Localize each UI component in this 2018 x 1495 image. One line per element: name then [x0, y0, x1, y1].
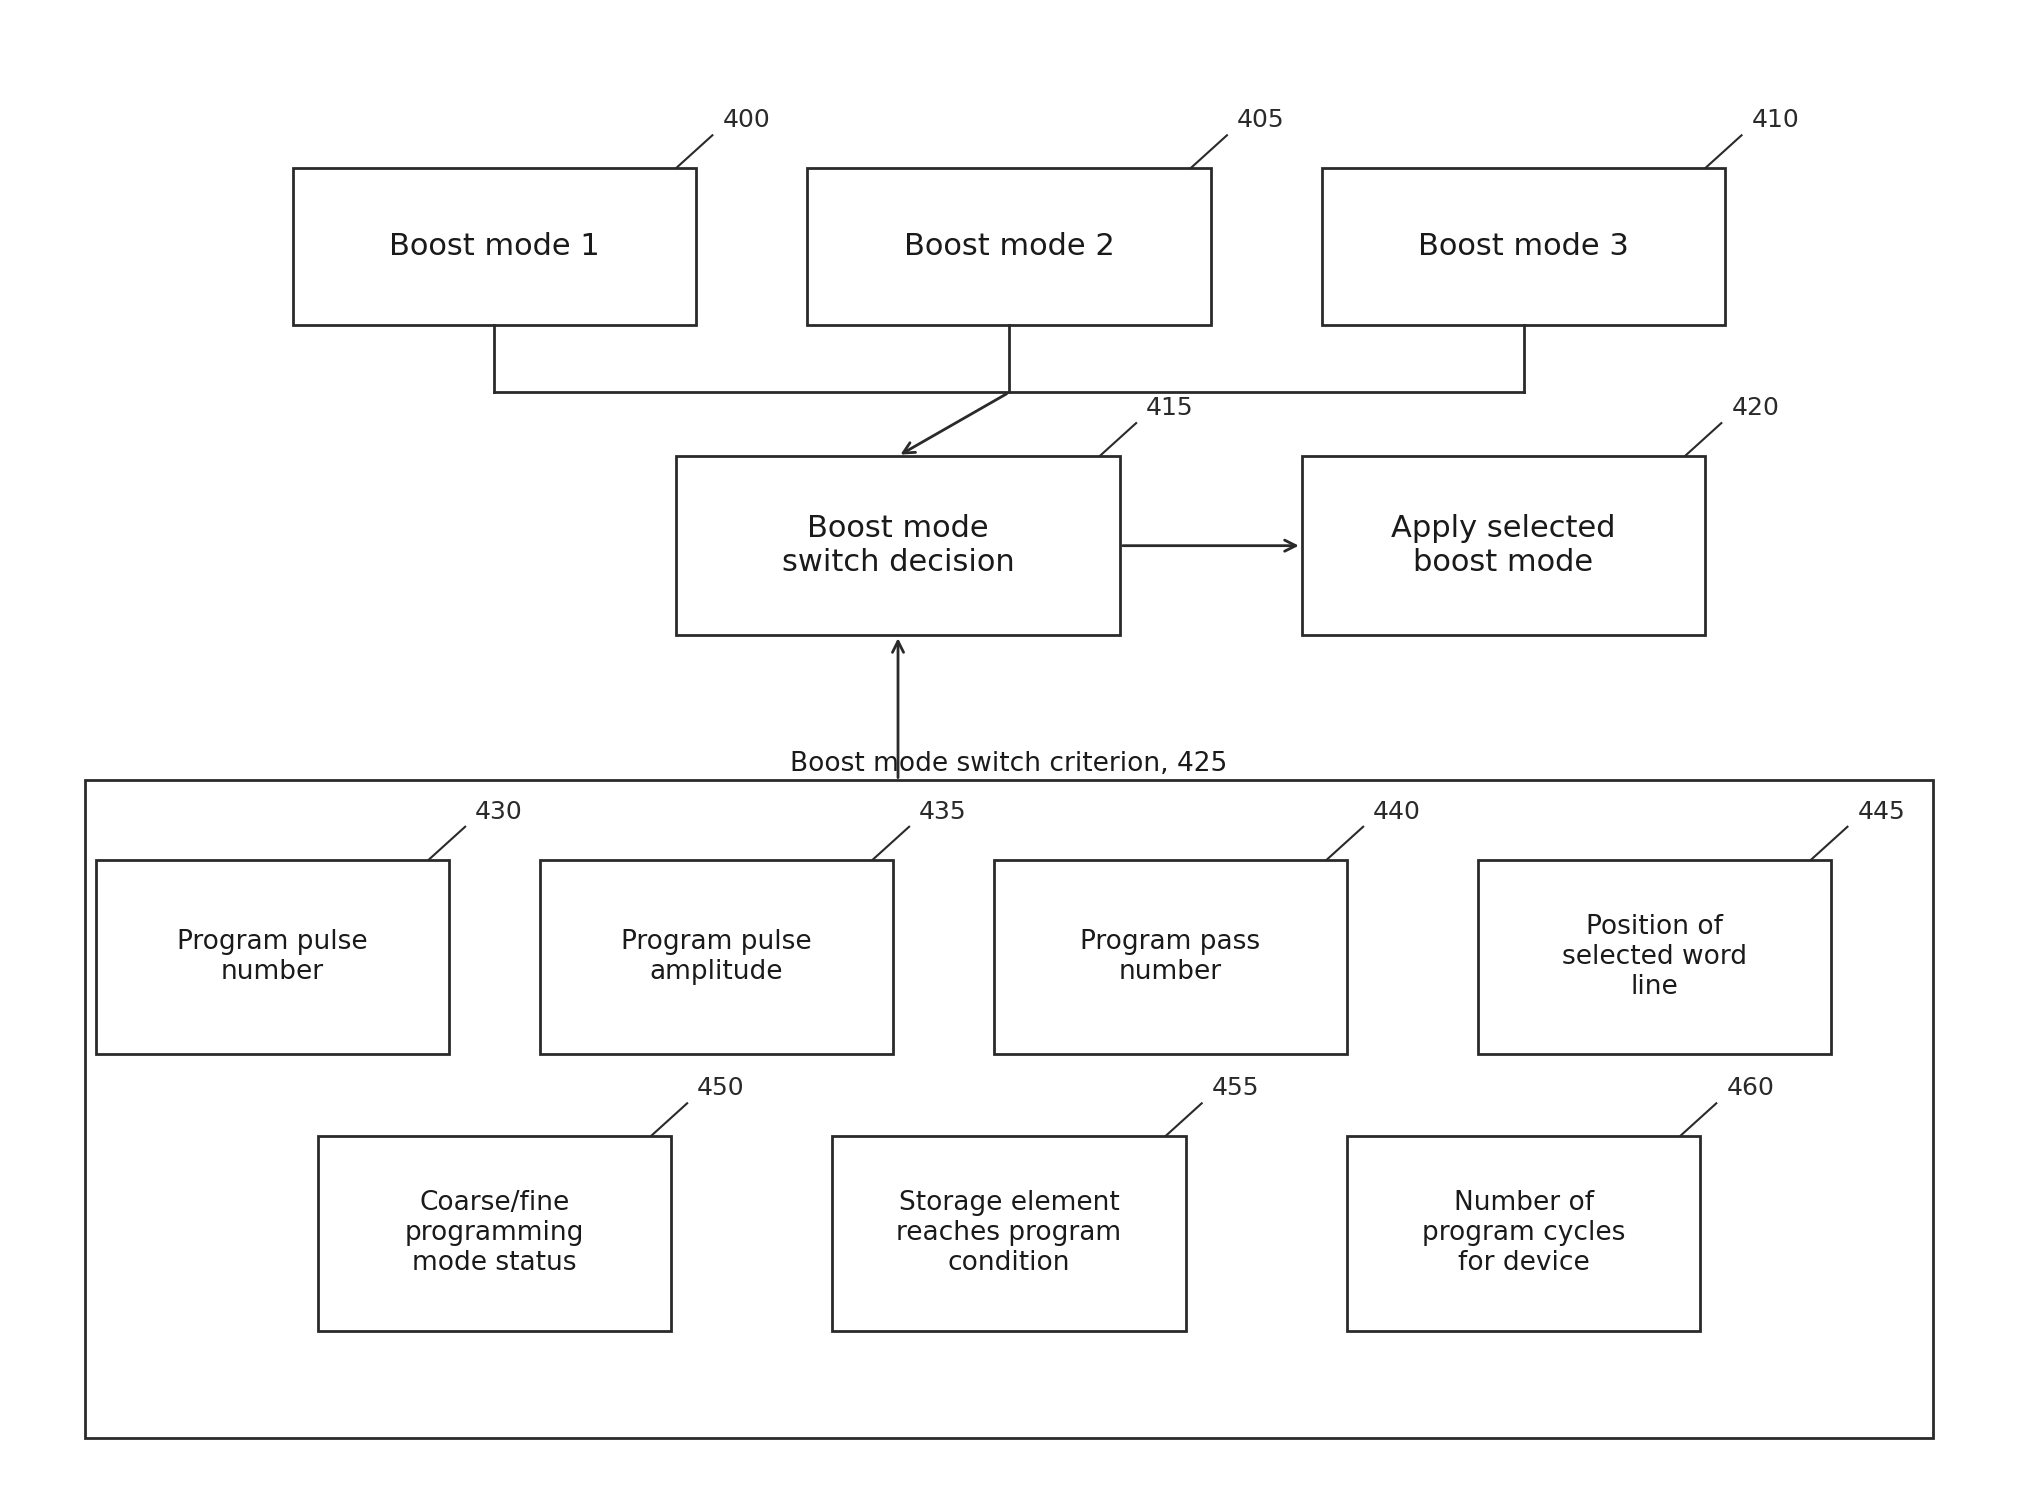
Bar [1477, 860, 1832, 1054]
Text: 415: 415 [1146, 396, 1195, 420]
Bar [807, 169, 1211, 326]
Text: 460: 460 [1727, 1076, 1774, 1100]
Text: 440: 440 [1372, 800, 1421, 824]
Bar [1322, 169, 1725, 326]
Text: 405: 405 [1237, 108, 1285, 133]
Text: 400: 400 [722, 108, 771, 133]
Text: 450: 450 [698, 1076, 745, 1100]
Bar [1302, 456, 1705, 635]
Text: Number of
program cycles
for device: Number of program cycles for device [1423, 1190, 1624, 1277]
Text: 420: 420 [1731, 396, 1780, 420]
Bar [993, 860, 1346, 1054]
Text: 430: 430 [476, 800, 523, 824]
Text: 455: 455 [1211, 1076, 1259, 1100]
Text: 410: 410 [1752, 108, 1800, 133]
Bar [831, 1136, 1185, 1331]
Bar [676, 456, 1120, 635]
Text: Storage element
reaches program
condition: Storage element reaches program conditio… [896, 1190, 1122, 1277]
Text: Boost mode 1: Boost mode 1 [389, 232, 599, 262]
Bar [293, 169, 696, 326]
Text: Boost mode
switch decision: Boost mode switch decision [781, 514, 1015, 577]
Bar [85, 780, 1933, 1438]
Text: Program pulse
amplitude: Program pulse amplitude [622, 928, 811, 985]
Text: Coarse/fine
programming
mode status: Coarse/fine programming mode status [406, 1190, 583, 1277]
Bar [1346, 1136, 1699, 1331]
Text: Boost mode switch criterion, 425: Boost mode switch criterion, 425 [791, 752, 1227, 777]
Text: 435: 435 [920, 800, 967, 824]
Bar [317, 1136, 670, 1331]
Text: Boost mode 3: Boost mode 3 [1419, 232, 1629, 262]
Text: Apply selected
boost mode: Apply selected boost mode [1390, 514, 1616, 577]
Bar [97, 860, 448, 1054]
Text: Boost mode 2: Boost mode 2 [904, 232, 1114, 262]
Text: Program pass
number: Program pass number [1080, 928, 1261, 985]
Bar [539, 860, 892, 1054]
Text: Program pulse
number: Program pulse number [178, 928, 367, 985]
Text: Position of
selected word
line: Position of selected word line [1562, 913, 1748, 1000]
Text: 445: 445 [1857, 800, 1905, 824]
